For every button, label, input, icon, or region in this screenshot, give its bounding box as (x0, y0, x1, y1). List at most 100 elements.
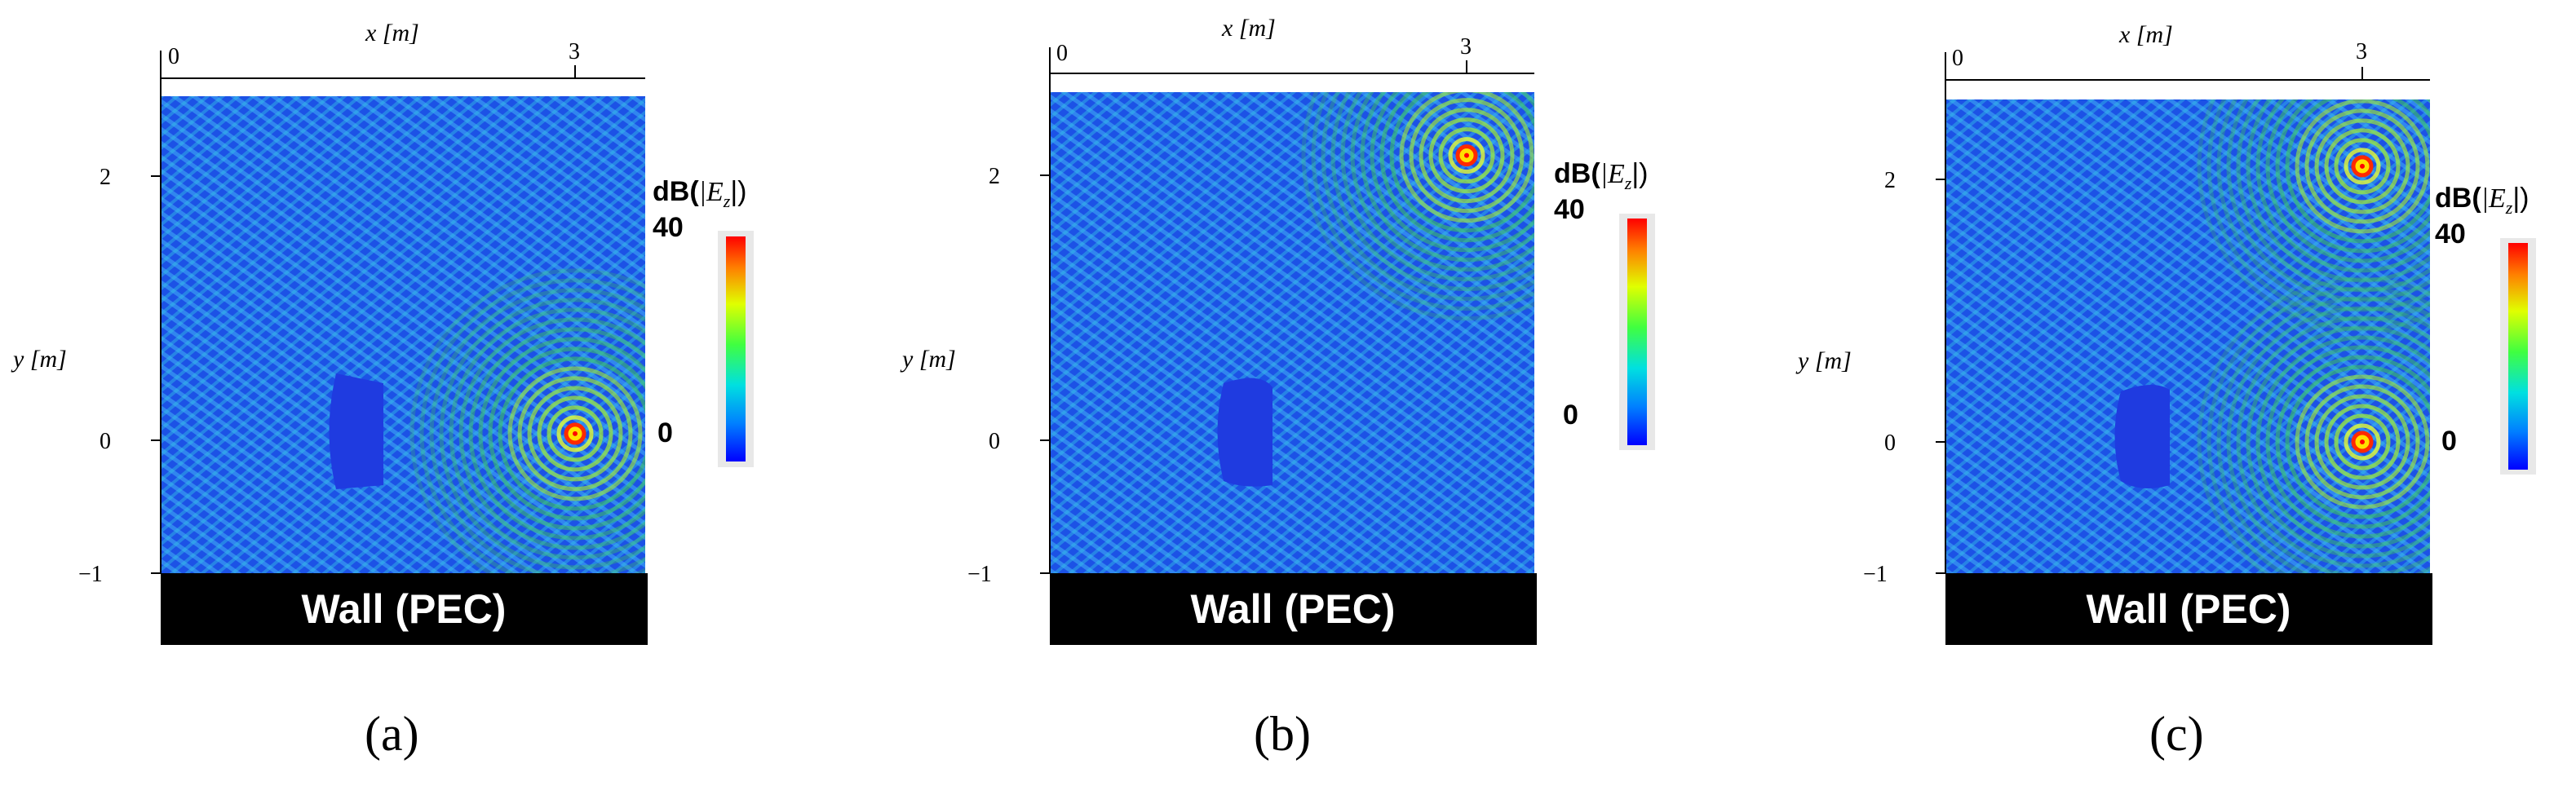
source-ring (2334, 138, 2391, 195)
field-texture2-b (1050, 92, 1534, 573)
obstacle-c (2114, 384, 2170, 488)
source-ring (1370, 92, 1534, 253)
x-axis-label-c: x [m] (2118, 21, 2173, 48)
source-ring (2344, 148, 2381, 185)
source-ring (2246, 99, 2430, 283)
source-ring (2216, 296, 2430, 573)
colorbar-min-b: 0 (1563, 400, 1578, 431)
wall-a (161, 573, 648, 645)
wall-label-c: Wall (PEC) (2087, 586, 2291, 632)
panel-c: x [m] 0 3 y [m] 2 0 −1 Wall (PEC) dB(|Ez… (1795, 21, 2536, 761)
source-ring (2314, 394, 2410, 490)
source-ring (2324, 404, 2401, 480)
colorbar-title-a: dB(|Ez|) (653, 176, 747, 211)
caption-c: (c) (2149, 707, 2204, 761)
source-ring (2285, 364, 2430, 519)
field-texture2-a (161, 96, 645, 573)
source-ring (1301, 92, 1534, 321)
colorbar-c (2508, 243, 2528, 470)
wall-b (1050, 573, 1537, 645)
source-ring (507, 366, 643, 501)
panel-a: x [m] 0 3 y [m] 2 0 −1 Wall (PEC) dB(|Ez… (11, 20, 754, 761)
wall-c (1945, 573, 2432, 645)
source-field-rings-b (1301, 92, 1534, 321)
source-ring (547, 405, 604, 462)
panel-b: x [m] 0 3 y [m] 2 0 −1 Wall (PEC) dB(|Ez… (900, 15, 1655, 761)
x-tick-0-c: 0 (1952, 46, 1963, 71)
y-tick-2-c: 2 (1884, 168, 1896, 193)
x-tick-3-a: 3 (569, 39, 580, 64)
source-ring (1321, 92, 1534, 302)
colorbar-min-c: 0 (2441, 426, 2457, 457)
y-axis-label-c: y [m] (1795, 347, 1852, 374)
colorbar-b (1627, 219, 1647, 445)
source-ring (2246, 325, 2430, 559)
x-tick-0-a: 0 (168, 44, 179, 69)
colorbar-max-a: 40 (653, 212, 684, 243)
source-ring (2255, 335, 2430, 549)
source-field-rings-a (409, 268, 645, 573)
source-ring (2265, 345, 2430, 539)
wall-label-b: Wall (PEC) (1191, 586, 1396, 632)
source-center (1464, 152, 1469, 158)
obstacle-b (1217, 378, 1273, 487)
source-ring (1330, 92, 1534, 292)
source-ring (2304, 108, 2420, 224)
source-ring (1448, 137, 1485, 174)
y-axis-label-a: y [m] (11, 346, 67, 373)
colorbar-a (726, 236, 746, 461)
source-ring (2334, 413, 2391, 470)
source-ring (419, 278, 645, 573)
source-ring (2206, 99, 2430, 322)
source-ring (2236, 316, 2430, 568)
source-ring (449, 307, 645, 560)
source-ring (1360, 92, 1534, 263)
x-tick-3-c: 3 (2356, 39, 2367, 64)
source-ring (498, 356, 645, 511)
y-tick-0-c: 0 (1884, 431, 1896, 456)
source-ring (2206, 286, 2430, 573)
source-ring (2304, 384, 2420, 500)
source-center (2360, 163, 2365, 169)
source-ring (2324, 128, 2401, 205)
source-ring (2295, 374, 2430, 510)
source-ring (488, 347, 645, 521)
source-ring (2197, 99, 2430, 332)
source-ring (2314, 118, 2410, 214)
y-tick-m1-b: −1 (967, 562, 992, 587)
source-field-rings-c (2197, 99, 2430, 573)
x-axis-label-a: x [m] (365, 20, 419, 46)
source-ring (2236, 99, 2430, 293)
x-axis-label-b: x [m] (1221, 15, 1276, 42)
source-ring (468, 327, 645, 541)
y-tick-m1-c: −1 (1863, 562, 1888, 587)
source-ring (1438, 127, 1495, 184)
source-ring (556, 415, 594, 453)
wall-label-a: Wall (PEC) (302, 586, 507, 632)
source-ring (1428, 117, 1505, 194)
source-ring (1409, 98, 1525, 214)
source-ring (1389, 92, 1534, 233)
source-ring (439, 298, 645, 570)
source-ring (517, 376, 633, 492)
colorbar-title-b: dB(|Ez|) (1554, 158, 1649, 193)
source-ring (2197, 276, 2430, 573)
source-ring (2226, 99, 2430, 302)
caption-b: (b) (1254, 707, 1311, 761)
y-tick-0-b: 0 (989, 429, 1000, 454)
source-ring (1379, 92, 1534, 243)
source-ring (1311, 92, 1534, 311)
y-tick-0-a: 0 (100, 429, 111, 454)
colorbar-min-a: 0 (657, 417, 673, 448)
y-tick-2-b: 2 (989, 164, 1000, 189)
colorbar-title-c: dB(|Ez|) (2435, 183, 2530, 218)
source-ring (537, 395, 613, 472)
source-ring (409, 268, 645, 573)
source-ring (2275, 99, 2430, 254)
source-ring (527, 386, 623, 482)
source-ring (1350, 92, 1534, 272)
y-tick-m1-a: −1 (78, 562, 103, 587)
obstacle-a (329, 373, 383, 489)
source-center (573, 431, 578, 436)
